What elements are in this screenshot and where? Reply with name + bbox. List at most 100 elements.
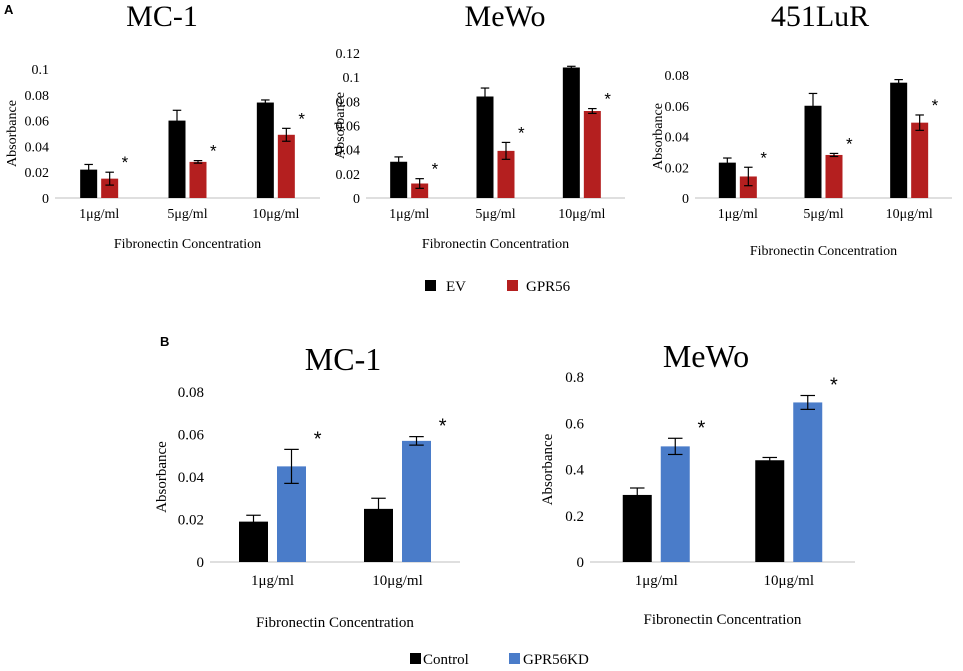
significance-star: * [210, 142, 217, 161]
y-tick-label: 0.02 [665, 161, 690, 176]
chart-a-mc1: MC-1 Absorbance 0 0.02 0.04 0.06 0.08 0.1 * 1μg/m… [5, 0, 320, 252]
chart-title: MeWo [465, 0, 546, 33]
y-tick-label: 0.02 [178, 513, 204, 529]
bar [583, 111, 601, 198]
legend-b-swatch-gpr56kd [509, 653, 520, 664]
x-tick-label: 1μg/ml [389, 207, 429, 222]
x-axis-label: Fibronectin Concentration [256, 615, 414, 631]
significance-star: * [432, 160, 439, 179]
x-tick-label: 5μg/ml [167, 207, 207, 222]
y-tick-label: 0 [42, 192, 49, 207]
significance-star: * [932, 96, 939, 115]
legend-a-swatch-ev [425, 280, 436, 291]
x-tick-label: 10μg/ml [372, 573, 423, 589]
y-tick-label: 0.04 [665, 131, 690, 146]
bar [660, 446, 690, 562]
y-tick-label: 0.2 [565, 509, 584, 525]
x-tick-label: 10μg/ml [252, 207, 299, 222]
x-tick-label: 1μg/ml [635, 573, 678, 589]
legend-a-label-ev: EV [446, 279, 466, 295]
y-axis-label: Absorbance [651, 103, 666, 170]
bar [793, 402, 823, 562]
y-tick-label: 0 [577, 555, 585, 571]
bar [911, 122, 929, 198]
legend-b: Control GPR56KD [410, 652, 589, 668]
significance-star: * [604, 90, 611, 109]
bar [402, 440, 431, 562]
y-tick-label: 0 [682, 192, 689, 207]
x-tick-label: 10μg/ml [886, 207, 933, 222]
y-tick-label: 0.04 [178, 470, 205, 486]
y-tick-label: 0.06 [665, 100, 690, 115]
y-tick-label: 0.6 [565, 416, 584, 432]
bar [80, 169, 98, 198]
bar [277, 134, 295, 198]
bar [189, 161, 207, 198]
legend-b-label-gpr56kd: GPR56KD [523, 652, 589, 668]
panel-label-a: A [4, 2, 14, 17]
chart-a-451lur: 451LuR Absorbance 0 0.02 0.04 0.06 0.08 * 1μg/ml… [651, 0, 952, 259]
bar [739, 176, 757, 198]
legend-b-swatch-control [410, 653, 421, 664]
bar [804, 105, 822, 198]
bar [476, 96, 494, 198]
legend-b-label-control: Control [423, 652, 469, 668]
x-axis-label: Fibronectin Concentration [750, 244, 897, 259]
x-tick-label: 10μg/ml [558, 207, 605, 222]
significance-star: * [830, 375, 838, 397]
chart-a-mewo: MeWo Absorbance 0 0.02 0.04 0.06 0.08 0.1 0.12 * 1… [333, 0, 625, 252]
bar [622, 494, 652, 562]
significance-star: * [846, 134, 853, 153]
significance-star: * [697, 417, 705, 439]
significance-star: * [439, 416, 447, 438]
x-axis-label: Fibronectin Concentration [422, 237, 569, 252]
bar [755, 460, 785, 562]
y-tick-label: 0.08 [25, 89, 50, 104]
bar [256, 102, 274, 198]
legend-a-swatch-gpr56 [507, 280, 518, 291]
significance-star: * [518, 123, 525, 142]
bar [562, 67, 580, 198]
bar [890, 82, 908, 198]
bar [168, 120, 186, 198]
x-tick-label: 5μg/ml [803, 207, 843, 222]
y-tick-label: 0.1 [32, 63, 50, 78]
bar [825, 154, 843, 198]
bar [497, 150, 515, 198]
y-tick-label: 0.12 [336, 47, 361, 62]
x-tick-label: 1μg/ml [718, 207, 758, 222]
y-axis-label: Absorbance [5, 100, 20, 167]
significance-star: * [760, 148, 767, 167]
bar [390, 161, 408, 198]
significance-star: * [298, 109, 305, 128]
y-tick-label: 0.08 [336, 95, 361, 110]
y-tick-label: 0.06 [178, 428, 205, 444]
bar [718, 162, 736, 198]
chart-b-mewo: MeWo Absorbance 0 0.2 0.4 0.6 0.8 * 1μg/ml * 10μg/… [540, 338, 855, 628]
x-tick-label: 5μg/ml [475, 207, 515, 222]
y-tick-label: 0.1 [343, 71, 361, 86]
significance-star: * [122, 153, 129, 172]
y-tick-label: 0.8 [565, 370, 584, 386]
y-axis-label: Absorbance [154, 441, 170, 513]
y-tick-label: 0.06 [336, 120, 361, 135]
chart-title: MC-1 [305, 341, 381, 377]
y-axis-label: Absorbance [333, 92, 348, 159]
y-tick-label: 0.4 [565, 463, 584, 479]
y-tick-label: 0 [353, 192, 360, 207]
bar [101, 178, 119, 198]
legend-a-label-gpr56: GPR56 [526, 279, 571, 295]
y-tick-label: 0.02 [336, 168, 361, 183]
x-tick-label: 1μg/ml [251, 573, 294, 589]
y-tick-label: 0 [197, 555, 205, 571]
x-axis-label: Fibronectin Concentration [114, 237, 261, 252]
chart-title: 451LuR [771, 0, 869, 33]
legend-a: EV GPR56 [425, 279, 571, 295]
significance-star: * [314, 428, 322, 450]
bar [411, 183, 429, 198]
y-axis-label: Absorbance [540, 433, 556, 505]
y-tick-label: 0.04 [336, 144, 361, 159]
chart-b-mc1: MC-1 Absorbance 0 0.02 0.04 0.06 0.08 * 1μg/ml * 1… [154, 341, 460, 631]
y-tick-label: 0.04 [25, 140, 50, 155]
